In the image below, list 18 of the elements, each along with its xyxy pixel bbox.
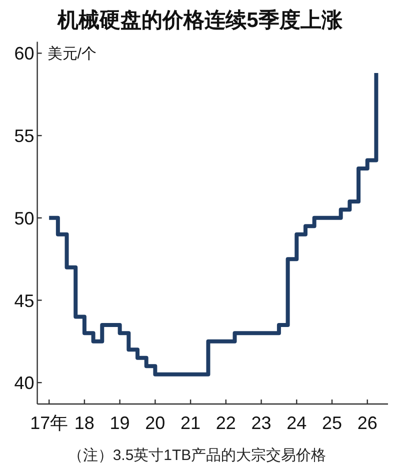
text: （注）3.5英寸1TB产品的大宗交易价格 bbox=[68, 447, 326, 464]
y-tick-label: 40 bbox=[14, 373, 34, 394]
x-tick-label: 17年 bbox=[30, 413, 68, 433]
x-tick-label: 20 bbox=[145, 413, 166, 433]
x-tick-label: 18 bbox=[74, 413, 94, 433]
x-tick-label: 19 bbox=[110, 413, 130, 433]
y-axis-title: 美元/个 bbox=[47, 46, 96, 63]
x-tick-label: 22 bbox=[216, 413, 236, 433]
chart-title: 机械硬盘的价格连续5季度上涨 bbox=[56, 8, 344, 32]
y-tick-label: 45 bbox=[14, 290, 34, 311]
x-tick-label: 25 bbox=[322, 413, 342, 433]
y-tick-label: 50 bbox=[14, 208, 34, 228]
x-tick-label: 21 bbox=[180, 413, 201, 433]
y-tick-label: 60 bbox=[14, 44, 34, 64]
x-tick-label: 23 bbox=[251, 413, 272, 433]
y-tick-label: 55 bbox=[14, 126, 34, 146]
x-tick-label: 26 bbox=[357, 413, 378, 433]
x-tick-label: 24 bbox=[286, 413, 307, 433]
